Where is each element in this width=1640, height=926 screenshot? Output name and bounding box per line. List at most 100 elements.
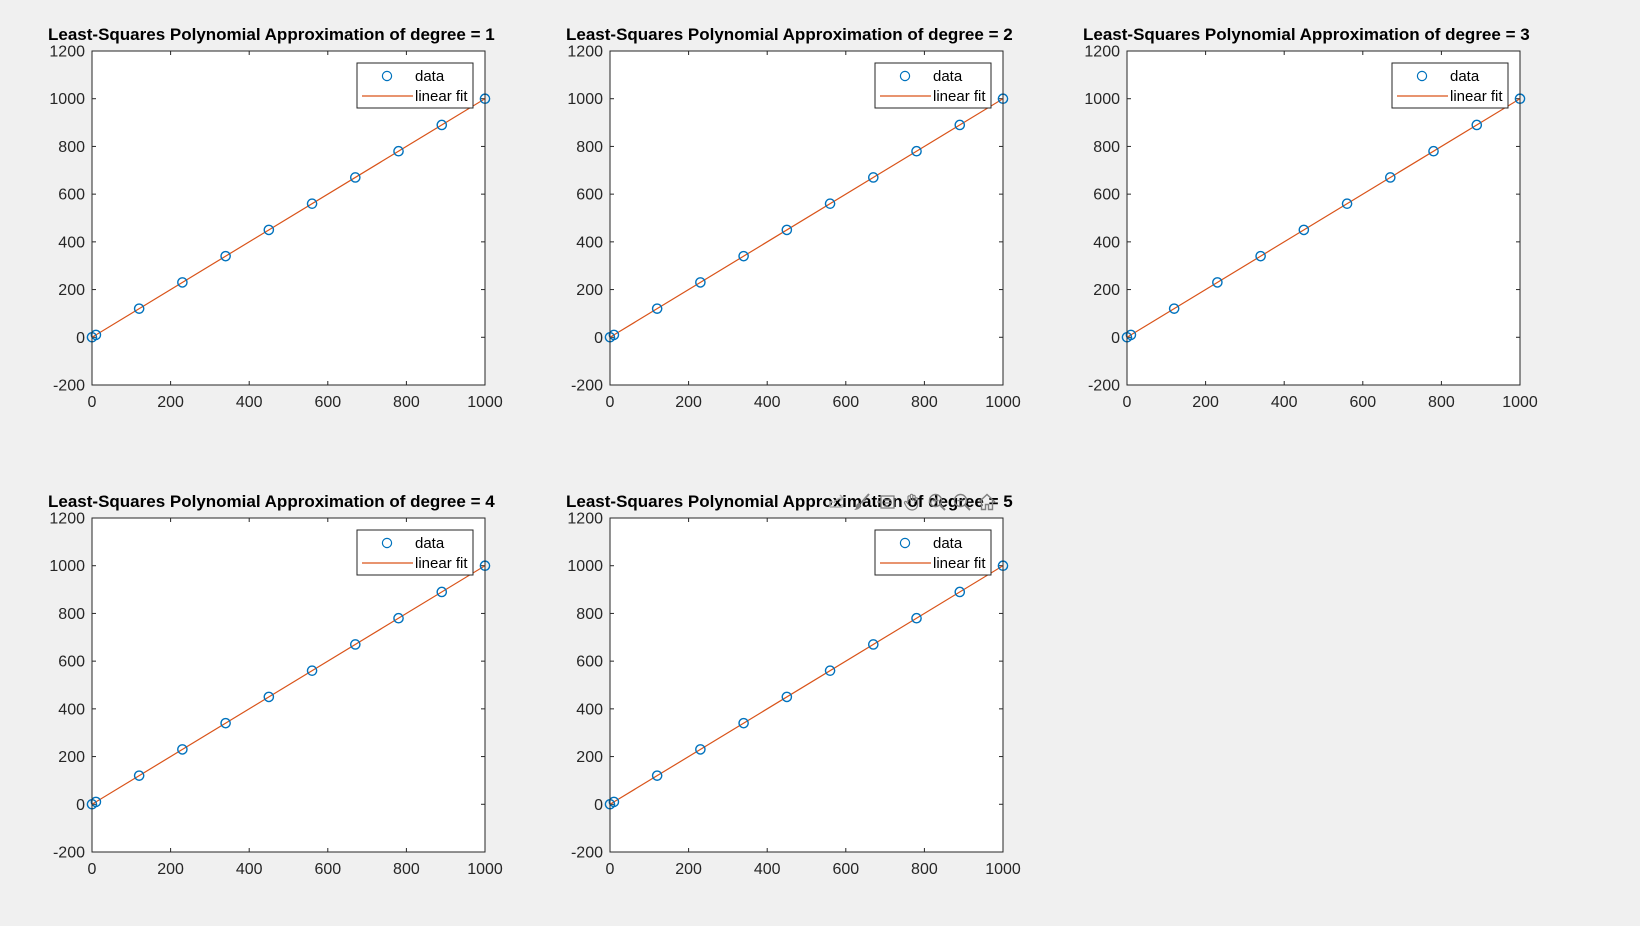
x-tick-label: 1000 (467, 861, 503, 878)
x-tick-label: 400 (1271, 394, 1298, 411)
y-tick-label: 1200 (1084, 44, 1120, 61)
data-point (177, 744, 188, 755)
subplot-3[interactable]: Least-Squares Polynomial Approximation o… (1083, 25, 1538, 411)
legend-marker-data (899, 70, 911, 82)
y-tick-label: 0 (594, 797, 603, 814)
x-tick-label: 0 (88, 861, 97, 878)
data-point (1255, 250, 1266, 262)
axes-box (609, 50, 1004, 386)
fit-line (610, 98, 1003, 338)
zoom-in-icon (928, 493, 946, 511)
data-point (738, 250, 749, 262)
x-tick-label: 400 (754, 394, 781, 411)
data-point (263, 691, 275, 703)
legend-box (356, 62, 474, 109)
data-point (1341, 198, 1353, 209)
subplot-5[interactable]: Least-Squares Polynomial Approximation o… (566, 492, 1021, 878)
legend[interactable]: data linear fit (356, 62, 474, 109)
y-tick-label: 400 (58, 701, 85, 718)
data-point (350, 172, 361, 183)
legend-box (874, 62, 992, 109)
x-tick-label: 600 (832, 394, 859, 411)
data-point (954, 586, 966, 598)
data-point (220, 250, 231, 262)
data-point (954, 119, 966, 131)
x-tick-label: 200 (1192, 394, 1219, 411)
data-point (436, 119, 448, 131)
legend-label: linear fit (1450, 88, 1503, 105)
y-tick-label: 200 (576, 749, 603, 766)
data-point (90, 796, 102, 808)
legend-label: data (933, 68, 963, 85)
subplot-4[interactable]: Least-Squares Polynomial Approximation o… (48, 492, 503, 878)
brush-button[interactable] (851, 491, 873, 513)
y-tick-label: 200 (58, 282, 85, 299)
x-tick-label: 0 (606, 394, 615, 411)
zoom-out-button[interactable] (951, 491, 973, 513)
y-tick-label: 600 (58, 654, 85, 671)
subplot-1[interactable]: Least-Squares Polynomial Approximation o… (48, 25, 503, 411)
axes-box (609, 517, 1004, 853)
data-point (868, 639, 879, 650)
chart-title: Least-Squares Polynomial Approximation o… (1083, 25, 1530, 44)
y-tick-label: 1000 (1084, 91, 1120, 108)
legend[interactable]: data linear fit (356, 529, 474, 576)
data-point (393, 145, 404, 157)
data-point (436, 586, 448, 598)
legend-marker-data (381, 70, 393, 82)
y-tick-label: 1200 (567, 511, 603, 528)
x-tick-label: 0 (88, 394, 97, 411)
y-tick-label: -200 (571, 378, 603, 395)
legend-marker-data (899, 537, 911, 549)
y-tick-label: 1000 (567, 91, 603, 108)
chart-title: Least-Squares Polynomial Approximation o… (566, 492, 1013, 511)
data-point (1428, 145, 1439, 157)
data-point (695, 744, 706, 755)
axes-toolbar (826, 489, 998, 515)
legend-label: linear fit (933, 555, 986, 572)
data-point (608, 329, 620, 341)
data-point (263, 224, 275, 236)
x-tick-label: 200 (675, 861, 702, 878)
y-tick-label: 400 (58, 234, 85, 251)
zoom-in-button[interactable] (926, 491, 948, 513)
x-tick-label: 0 (1123, 394, 1132, 411)
legend-label: data (933, 535, 963, 552)
x-tick-label: 600 (314, 861, 341, 878)
legend[interactable]: data linear fit (1391, 62, 1509, 109)
data-point (90, 329, 102, 341)
subplot-2[interactable]: Least-Squares Polynomial Approximation o… (566, 25, 1021, 411)
legend-label: linear fit (933, 88, 986, 105)
fit-line (1127, 98, 1520, 338)
data-point (1471, 119, 1483, 131)
data-point (133, 303, 145, 314)
y-tick-label: 0 (76, 330, 85, 347)
y-tick-label: 0 (76, 797, 85, 814)
fit-line (92, 565, 485, 805)
x-tick-label: 600 (1349, 394, 1376, 411)
legend[interactable]: data linear fit (874, 62, 992, 109)
data-point (781, 224, 793, 236)
y-tick-label: 600 (58, 187, 85, 204)
chart-title: Least-Squares Polynomial Approximation o… (48, 25, 495, 44)
brush-icon (854, 493, 870, 510)
home-button[interactable] (976, 491, 998, 513)
legend[interactable]: data linear fit (874, 529, 992, 576)
x-tick-label: 1000 (985, 394, 1021, 411)
y-tick-label: -200 (1088, 378, 1120, 395)
data-tips-button[interactable] (876, 491, 898, 513)
pan-button[interactable] (901, 491, 923, 513)
home-icon (978, 493, 996, 511)
x-tick-label: 800 (393, 394, 420, 411)
legend-marker-data (1416, 70, 1428, 82)
y-tick-label: 1000 (567, 558, 603, 575)
export-button[interactable] (826, 491, 848, 513)
y-tick-label: 800 (1093, 139, 1120, 156)
x-tick-label: 200 (157, 394, 184, 411)
chart-title: Least-Squares Polynomial Approximation o… (48, 492, 495, 511)
data-point (608, 796, 620, 808)
x-tick-label: 800 (1428, 394, 1455, 411)
y-tick-label: 1200 (49, 511, 85, 528)
x-tick-label: 1000 (985, 861, 1021, 878)
legend-label: data (415, 68, 445, 85)
